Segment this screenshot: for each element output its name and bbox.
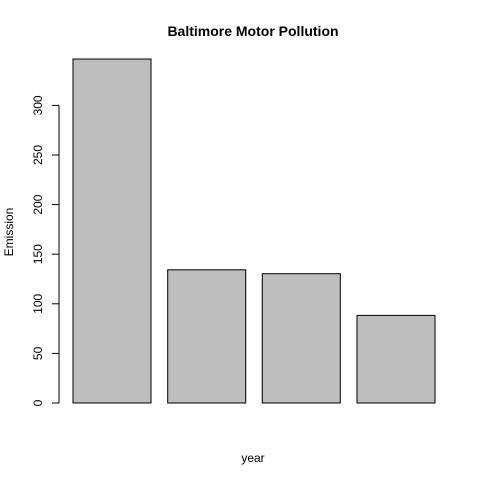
bar-2002	[167, 269, 247, 404]
y-tick-label: 150	[31, 244, 45, 264]
x-axis-label: year	[241, 451, 264, 465]
y-tick-label: 50	[31, 346, 45, 360]
bar-1999	[72, 58, 152, 404]
bar-2008	[356, 314, 436, 404]
bar-2005	[261, 273, 341, 404]
y-tick-label: 250	[31, 145, 45, 165]
y-tick-label: 0	[31, 399, 45, 406]
y-tick-label: 200	[31, 194, 45, 214]
chart-title: Baltimore Motor Pollution	[167, 23, 338, 39]
y-axis-label: Emission	[2, 208, 16, 257]
y-tick-label: 300	[31, 95, 45, 115]
bars-group	[72, 58, 436, 404]
y-ticks: 0 50 100 150 200 250 300	[31, 95, 59, 406]
y-tick-label: 100	[31, 293, 45, 313]
y-axis: 0 50 100 150 200 250 300	[31, 95, 60, 406]
